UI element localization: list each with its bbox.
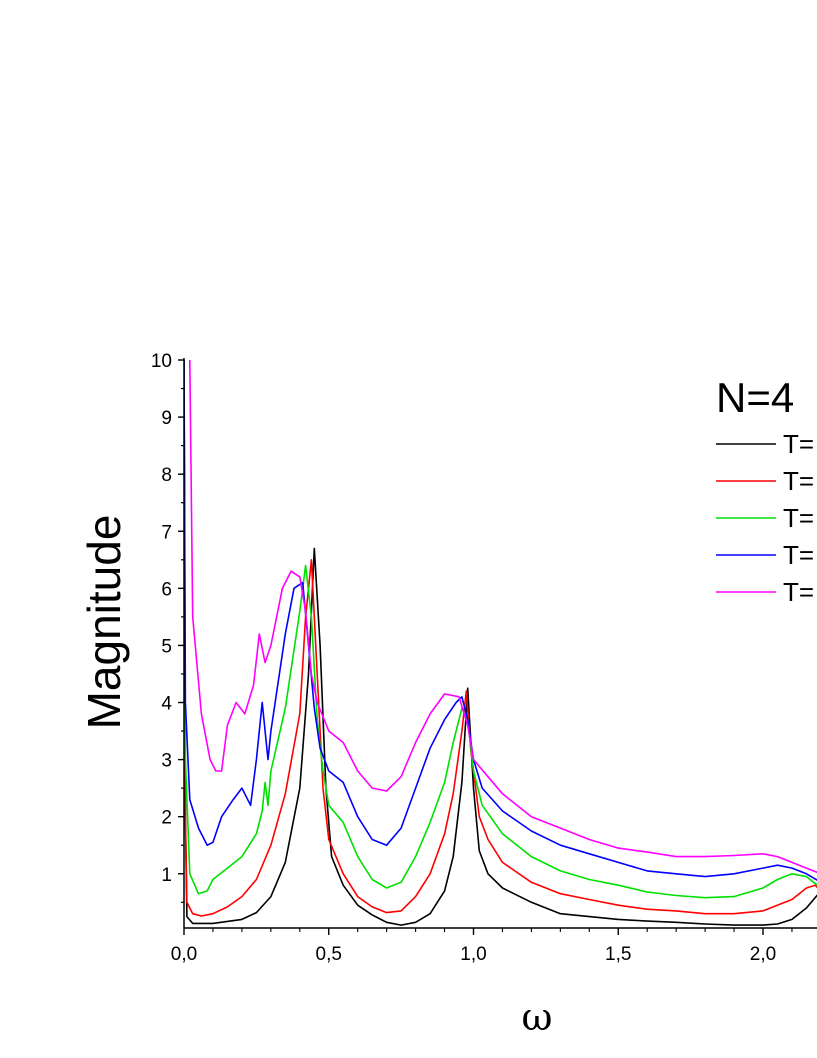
series-line-5 [189, 359, 817, 874]
y-tick-label: 8 [161, 465, 172, 486]
y-tick-label: 1 [161, 865, 172, 886]
x-tick-label: 1,0 [460, 944, 486, 965]
series-layer [184, 359, 817, 926]
series-line-4 [184, 359, 817, 881]
legend-label-5: T= [783, 577, 814, 607]
x-axis-title: ω [522, 995, 553, 1039]
y-tick-label: 5 [161, 636, 172, 657]
y-tick-label: 4 [161, 694, 172, 715]
y-axis-title: Magnitude [78, 515, 130, 730]
y-tick-label: 6 [161, 579, 172, 600]
legend-title: N=4 [716, 374, 794, 421]
axes-layer [183, 358, 817, 929]
legend-label-4: T= [783, 540, 814, 570]
legend-label-1: T= [783, 429, 814, 459]
x-tick-label: 2,0 [750, 944, 776, 965]
x-tick-label: 0,0 [171, 944, 197, 965]
legend-label-3: T= [783, 503, 814, 533]
y-tick-label: 10 [151, 351, 172, 372]
y-tick-label: 2 [161, 808, 172, 829]
x-tick-label: 1,5 [605, 944, 631, 965]
legend: N=4 T= T= T= T= T= [716, 374, 814, 607]
series-line-3 [184, 359, 817, 899]
legend-label-2: T= [783, 466, 814, 496]
y-tick-label: 7 [161, 522, 172, 543]
y-tick-label: 9 [161, 408, 172, 429]
y-tick-label: 3 [161, 751, 172, 772]
series-line-1 [184, 359, 817, 926]
x-tick-label: 0,5 [316, 944, 342, 965]
series-line-2 [184, 359, 817, 917]
ticks-layer: 1 2 3 4 5 6 7 8 9 10 0,0 0,5 1,0 1,5 2,0 [151, 351, 793, 965]
